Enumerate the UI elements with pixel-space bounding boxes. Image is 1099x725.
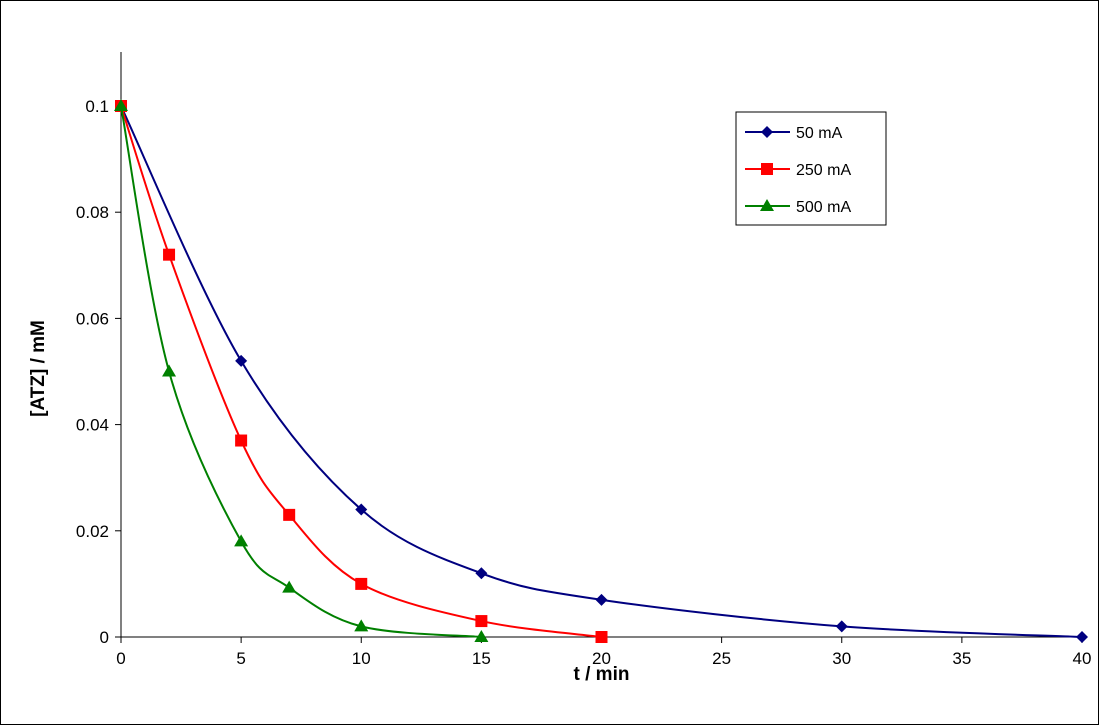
- y-tick-label: 0.06: [76, 309, 109, 328]
- data-point: [835, 620, 848, 633]
- x-tick-label: 20: [592, 649, 611, 668]
- data-point: [355, 577, 368, 590]
- y-tick-label: 0.02: [76, 522, 109, 541]
- data-point: [283, 508, 296, 521]
- y-tick-label: 0: [100, 628, 109, 647]
- data-point: [474, 630, 489, 642]
- x-tick-label: 25: [712, 649, 731, 668]
- y-axis-title: [ATZ] / mM: [28, 320, 49, 417]
- legend-item: 50 mA: [745, 125, 843, 142]
- x-axis-title: t / min: [574, 664, 630, 685]
- data-point: [162, 364, 177, 377]
- series-50-ma: [115, 100, 1088, 643]
- legend-label: 250 mA: [796, 162, 851, 179]
- legend-marker: [761, 163, 773, 175]
- axes: 0 5 10 15 20 25 30 35 40 0 0.02 0.04 0.06 0.08 0.1: [76, 52, 1092, 668]
- series-250-ma: [115, 100, 608, 643]
- data-point: [595, 631, 608, 643]
- x-tick-label: 35: [952, 649, 971, 668]
- data-point: [475, 567, 488, 580]
- legend-item: 500 mA: [745, 199, 851, 216]
- data-point: [163, 248, 176, 261]
- y-tick-label: 0.04: [76, 416, 109, 435]
- legend: 50 mA 250 mA 500 mA: [735, 111, 887, 226]
- legend-marker: [760, 199, 774, 211]
- data-point: [235, 434, 248, 447]
- legend-item: 250 mA: [745, 162, 851, 179]
- x-tick-label: 15: [472, 649, 491, 668]
- data-point: [355, 503, 368, 516]
- data-point: [234, 534, 249, 547]
- data-point: [475, 615, 488, 628]
- series-layer: [114, 99, 1088, 643]
- y-tick-label: 0.1: [85, 97, 109, 116]
- data-point: [114, 99, 128, 111]
- data-point: [235, 354, 248, 367]
- x-tick-label: 10: [352, 649, 371, 668]
- x-tick-label: 40: [1073, 649, 1092, 668]
- legend-label: 500 mA: [796, 199, 851, 216]
- data-point: [282, 580, 297, 593]
- data-point: [354, 619, 369, 632]
- legend-marker: [761, 126, 773, 138]
- x-tick-label: 30: [832, 649, 851, 668]
- y-tick-label: 0.08: [76, 203, 109, 222]
- data-point: [595, 593, 608, 606]
- series-500-ma: [114, 99, 489, 642]
- x-tick-label: 5: [236, 649, 245, 668]
- data-point: [1076, 631, 1088, 643]
- x-tick-label: 0: [116, 649, 125, 668]
- legend-label: 50 mA: [796, 125, 843, 142]
